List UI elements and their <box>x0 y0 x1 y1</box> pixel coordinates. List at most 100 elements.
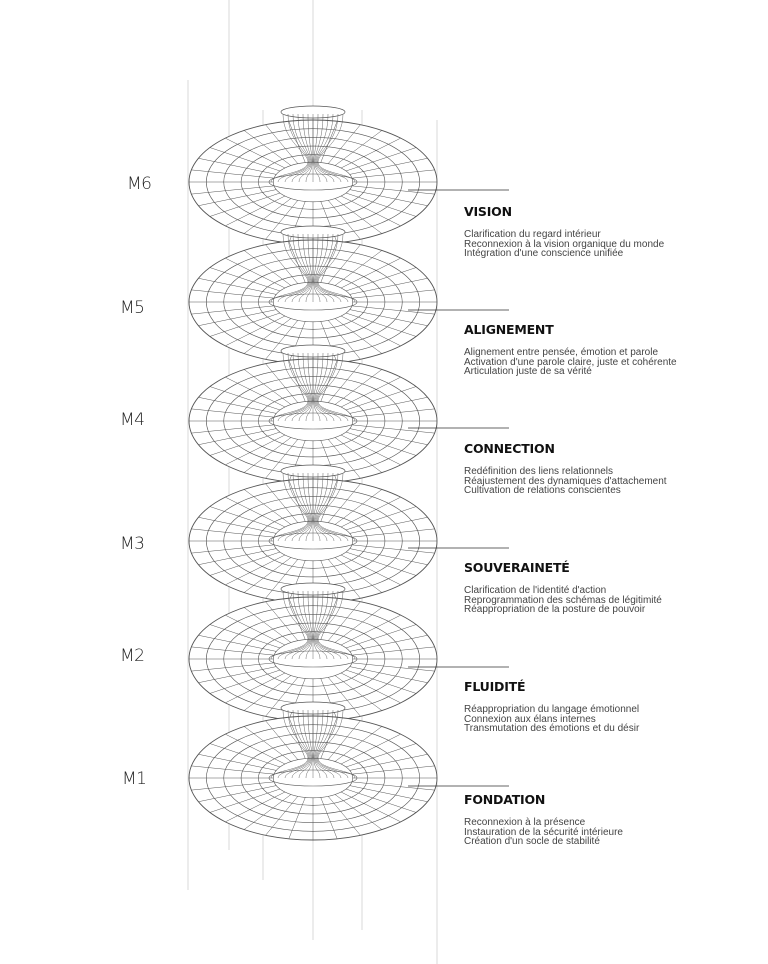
funnel-line <box>305 113 313 183</box>
funnel-line <box>277 472 310 542</box>
description-line: Connexion aux élans internes <box>464 713 596 725</box>
disc-spoke <box>191 305 275 315</box>
disc-spoke <box>345 192 417 217</box>
funnel-line <box>317 113 356 183</box>
disc-spoke <box>345 147 417 172</box>
disc-spoke <box>334 557 383 593</box>
level-m5-description: ALIGNEMENT Alignement entre pensée, émot… <box>464 322 754 377</box>
level-m4-label: M4 <box>120 410 145 430</box>
funnel-line <box>313 113 321 183</box>
disc-spoke <box>349 278 428 295</box>
disc-spoke <box>225 434 286 466</box>
funnel-line <box>313 709 321 779</box>
disc-spoke <box>191 528 275 538</box>
funnel-line <box>317 590 356 660</box>
funnel-base <box>268 412 358 430</box>
level-m6-description: VISION Clarification du regard intérieur… <box>464 204 754 259</box>
disc-spoke <box>334 794 383 830</box>
description-line: Intégration d'une conscience unifiée <box>464 248 624 260</box>
funnel-line <box>284 709 310 779</box>
disc-spoke <box>351 424 435 434</box>
disc-spoke <box>334 675 383 711</box>
description-line: Clarification du regard intérieur <box>464 229 601 240</box>
disc-spoke <box>340 791 401 823</box>
funnel-line <box>284 590 310 660</box>
disc-spoke <box>225 614 286 646</box>
disc-spoke <box>349 189 428 206</box>
disc-spoke <box>327 720 361 760</box>
disc-spoke <box>243 198 292 234</box>
disc-spoke <box>198 635 277 652</box>
level-title: FONDATION <box>464 792 546 807</box>
funnel-line <box>291 472 311 542</box>
disc-spoke <box>345 624 417 649</box>
disc-spoke <box>351 289 435 299</box>
disc-spoke <box>320 360 338 402</box>
funnel-line <box>277 352 310 422</box>
disc-spoke <box>288 121 306 163</box>
funnel-line <box>305 709 313 779</box>
disc-spoke <box>198 517 277 534</box>
description-line: Réappropriation du langage émotionnel <box>464 704 640 715</box>
disc-spoke <box>349 754 428 771</box>
disc-spoke <box>345 506 417 531</box>
disc-spoke <box>288 360 306 402</box>
disc-spoke <box>327 796 361 836</box>
disc-spoke <box>349 428 428 445</box>
disc-spoke <box>225 791 286 823</box>
funnel-line <box>314 113 328 183</box>
funnel-line <box>291 709 311 779</box>
funnel-line <box>270 590 309 660</box>
level-m3-label: M3 <box>120 534 145 554</box>
funnel-line <box>298 352 312 422</box>
disc-spoke <box>209 624 281 649</box>
disc-level <box>188 464 438 604</box>
disc-spoke <box>334 437 383 473</box>
disc-spoke <box>191 408 275 418</box>
description-line: Création d'un socle de stabilité <box>464 836 600 848</box>
funnel-line <box>317 352 356 422</box>
disc-spoke <box>345 267 417 292</box>
funnel-line <box>313 472 321 542</box>
funnel-line <box>314 472 328 542</box>
disc-level <box>188 701 438 841</box>
disc-spoke <box>334 198 383 234</box>
funnel-line <box>298 113 312 183</box>
funnel-line <box>305 590 313 660</box>
funnel-line <box>313 590 321 660</box>
disc-spoke <box>265 483 299 523</box>
connector-lines <box>408 189 509 787</box>
funnel-line <box>316 709 342 779</box>
funnel-line <box>298 472 312 542</box>
disc-spoke <box>198 189 277 206</box>
disc-spoke <box>340 672 401 704</box>
disc-spoke <box>288 797 306 839</box>
disc-spoke <box>327 200 361 240</box>
disc-spoke <box>288 241 306 283</box>
funnel-line <box>305 233 313 303</box>
disc-spoke <box>349 635 428 652</box>
disc-spoke <box>225 257 286 289</box>
disc-spoke <box>351 781 435 791</box>
funnel-line <box>270 113 309 183</box>
level-m4-description: CONNECTION Redéfinition des liens relati… <box>464 441 754 496</box>
disc-spoke <box>198 278 277 295</box>
disc-spoke <box>288 678 306 720</box>
disc-spoke <box>327 677 361 717</box>
disc-spoke <box>191 544 275 554</box>
disc-spoke <box>334 369 383 405</box>
funnel-line <box>284 113 310 183</box>
level-m2-label: M2 <box>120 646 145 666</box>
funnel-line <box>270 233 309 303</box>
funnel-line <box>316 709 349 779</box>
disc-spoke <box>351 662 435 672</box>
level-title: VISION <box>464 204 512 219</box>
funnel-line <box>314 590 328 660</box>
disc-spoke <box>225 496 286 528</box>
disc-spoke <box>265 720 299 760</box>
funnel-line <box>313 233 321 303</box>
funnel-line <box>298 709 312 779</box>
disc-spoke <box>191 424 275 434</box>
level-title: CONNECTION <box>464 441 555 456</box>
description-line: Cultivation de relations conscientes <box>464 485 621 497</box>
